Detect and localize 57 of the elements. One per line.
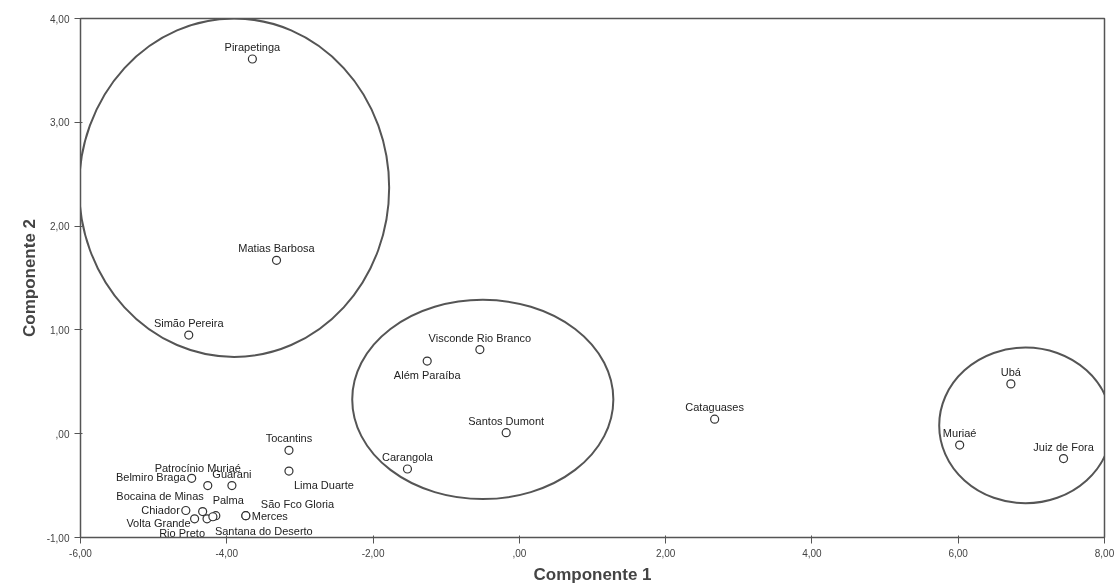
- data-label: Ubá: [1000, 365, 1022, 378]
- x-tick-label: ,00: [512, 547, 527, 559]
- y-tick-label: 1,00: [50, 324, 70, 336]
- point: [501, 428, 511, 438]
- x-tick-label: 4,00: [802, 547, 823, 559]
- point: [203, 481, 213, 491]
- y-tick-label: 4,00: [50, 13, 70, 25]
- data-label: Carangola: [382, 450, 434, 463]
- point: [187, 473, 197, 483]
- point: [184, 330, 194, 340]
- data-label: Além Paraíba: [393, 369, 462, 382]
- point: [710, 414, 720, 424]
- data-label: Juiz de Fora: [1033, 440, 1095, 453]
- y-axis-title: Componente 2: [19, 218, 39, 338]
- data-label: Bocaina de Minas: [116, 489, 205, 502]
- data-label: Palma: [212, 493, 245, 506]
- x-tick-label: -4,00: [215, 547, 239, 559]
- point: [227, 481, 237, 491]
- point: [284, 466, 294, 476]
- data-label: Lima Duarte: [293, 479, 354, 492]
- point: [271, 255, 282, 265]
- point: [247, 54, 257, 64]
- data-label: Rio Preto: [159, 526, 206, 539]
- x-tick-label: 8,00: [1094, 547, 1114, 559]
- data-label: Santana do Deserto: [214, 524, 313, 537]
- point: [190, 514, 200, 524]
- data-label: Muriaé: [942, 427, 977, 440]
- y-tick-label: 2,00: [50, 221, 70, 233]
- data-label: São Fco Gloria: [260, 497, 336, 510]
- point: [475, 345, 485, 355]
- point: [1006, 379, 1016, 389]
- data-label: Pirapetinga: [224, 40, 282, 53]
- data-label: Santos Dumont: [468, 414, 545, 427]
- data-label: Tocantins: [265, 432, 313, 445]
- x-tick-label: 6,00: [948, 547, 969, 559]
- point: [198, 506, 208, 517]
- point: [955, 440, 965, 450]
- x-tick-label: 2,00: [655, 547, 676, 559]
- data-label: Visconde Rio Branco: [428, 331, 532, 344]
- data-label: Volta Grande: [126, 516, 191, 529]
- x-tick-label: -6,00: [69, 547, 93, 559]
- y-tick-label: 3,00: [50, 117, 70, 129]
- data-label: Chiador: [141, 503, 181, 516]
- y-tick-label: ,00: [55, 428, 70, 440]
- data-label: Cataguases: [685, 401, 745, 414]
- x-tick-label: -2,00: [361, 547, 385, 559]
- y-tick-label: -1,00: [46, 532, 70, 544]
- point: [1058, 454, 1069, 464]
- point: [402, 464, 413, 474]
- data-label: Merces: [251, 509, 289, 522]
- point: [422, 356, 432, 366]
- point: [284, 445, 294, 455]
- data-label: Belmiro Braga: [115, 471, 187, 484]
- x-axis-title: Componente 1: [533, 564, 652, 584]
- data-label: Simão Pereira: [153, 317, 225, 330]
- point: [181, 505, 191, 516]
- data-label: Matias Barbosa: [238, 242, 316, 255]
